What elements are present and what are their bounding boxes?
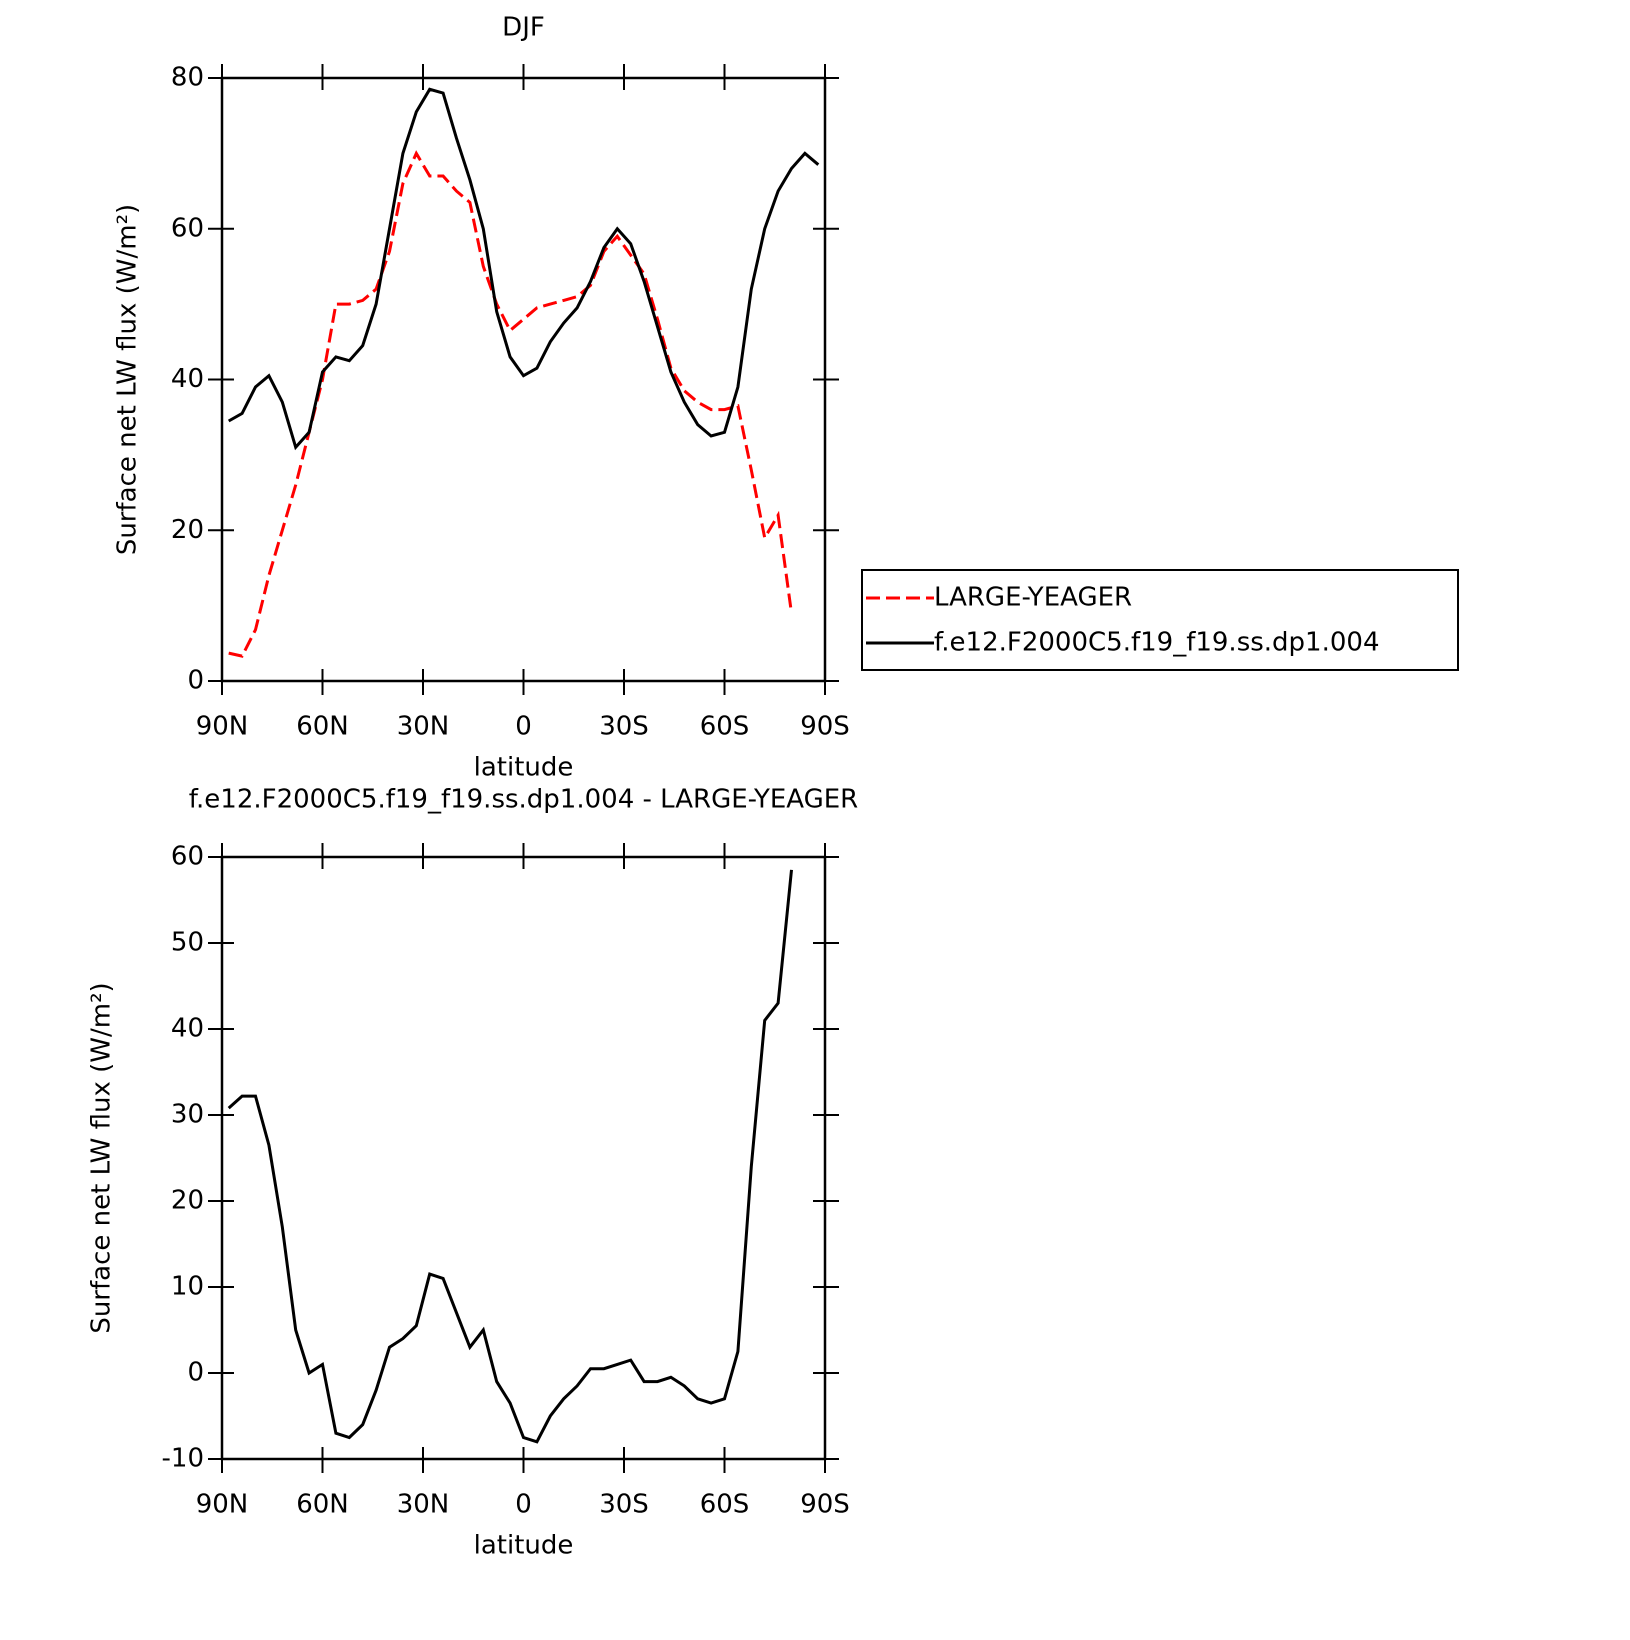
x-axis-label: latitude bbox=[474, 753, 574, 783]
x-axis-label: latitude bbox=[474, 1531, 574, 1561]
y-tick-label: 50 bbox=[171, 928, 204, 958]
y-tick-label: 0 bbox=[187, 1358, 204, 1388]
y-tick-label: 20 bbox=[171, 1186, 204, 1216]
y-axis-label: Surface net LW flux (W/m²) bbox=[113, 204, 143, 555]
x-tick-label: 60N bbox=[296, 1490, 349, 1520]
data-line bbox=[227, 87, 820, 451]
x-tick-label: 90N bbox=[196, 1490, 249, 1520]
x-tick-label: 60N bbox=[296, 712, 349, 742]
y-tick-label: 60 bbox=[171, 842, 204, 872]
y-tick-label: 20 bbox=[171, 515, 204, 545]
data-line bbox=[228, 150, 793, 658]
data-line bbox=[227, 869, 793, 1444]
y-tick-label: 60 bbox=[171, 213, 204, 243]
plot-frame bbox=[220, 76, 827, 683]
x-tick-label: 60S bbox=[700, 1490, 750, 1520]
legend-label: f.e12.F2000C5.f19_f19.ss.dp1.004 bbox=[934, 628, 1380, 658]
x-tick-label: 0 bbox=[515, 1490, 532, 1520]
y-tick-label: 0 bbox=[187, 666, 204, 696]
x-tick-label: 30S bbox=[599, 1490, 649, 1520]
x-tick-label: 90S bbox=[800, 1490, 850, 1520]
x-tick-label: 90N bbox=[196, 712, 249, 742]
y-tick-label: 40 bbox=[171, 364, 204, 394]
y-tick-label: 80 bbox=[171, 63, 204, 93]
legend-label: LARGE-YEAGER bbox=[934, 583, 1132, 613]
chart-title: DJF bbox=[502, 13, 545, 43]
x-tick-label: 90S bbox=[800, 712, 850, 742]
y-tick-label: 40 bbox=[171, 1014, 204, 1044]
x-tick-label: 0 bbox=[515, 712, 532, 742]
plot-frame bbox=[220, 855, 827, 1461]
legend-box bbox=[861, 569, 1459, 671]
y-tick-label: -10 bbox=[162, 1444, 204, 1474]
y-tick-label: 10 bbox=[171, 1272, 204, 1302]
x-tick-label: 30N bbox=[397, 712, 450, 742]
y-axis-label: Surface net LW flux (W/m²) bbox=[87, 982, 117, 1333]
x-tick-label: 30N bbox=[397, 1490, 450, 1520]
y-tick-label: 30 bbox=[171, 1100, 204, 1130]
x-tick-label: 30S bbox=[599, 712, 649, 742]
x-tick-label: 60S bbox=[700, 712, 750, 742]
chart-title: f.e12.F2000C5.f19_f19.ss.dp1.004 - LARGE… bbox=[189, 785, 859, 815]
